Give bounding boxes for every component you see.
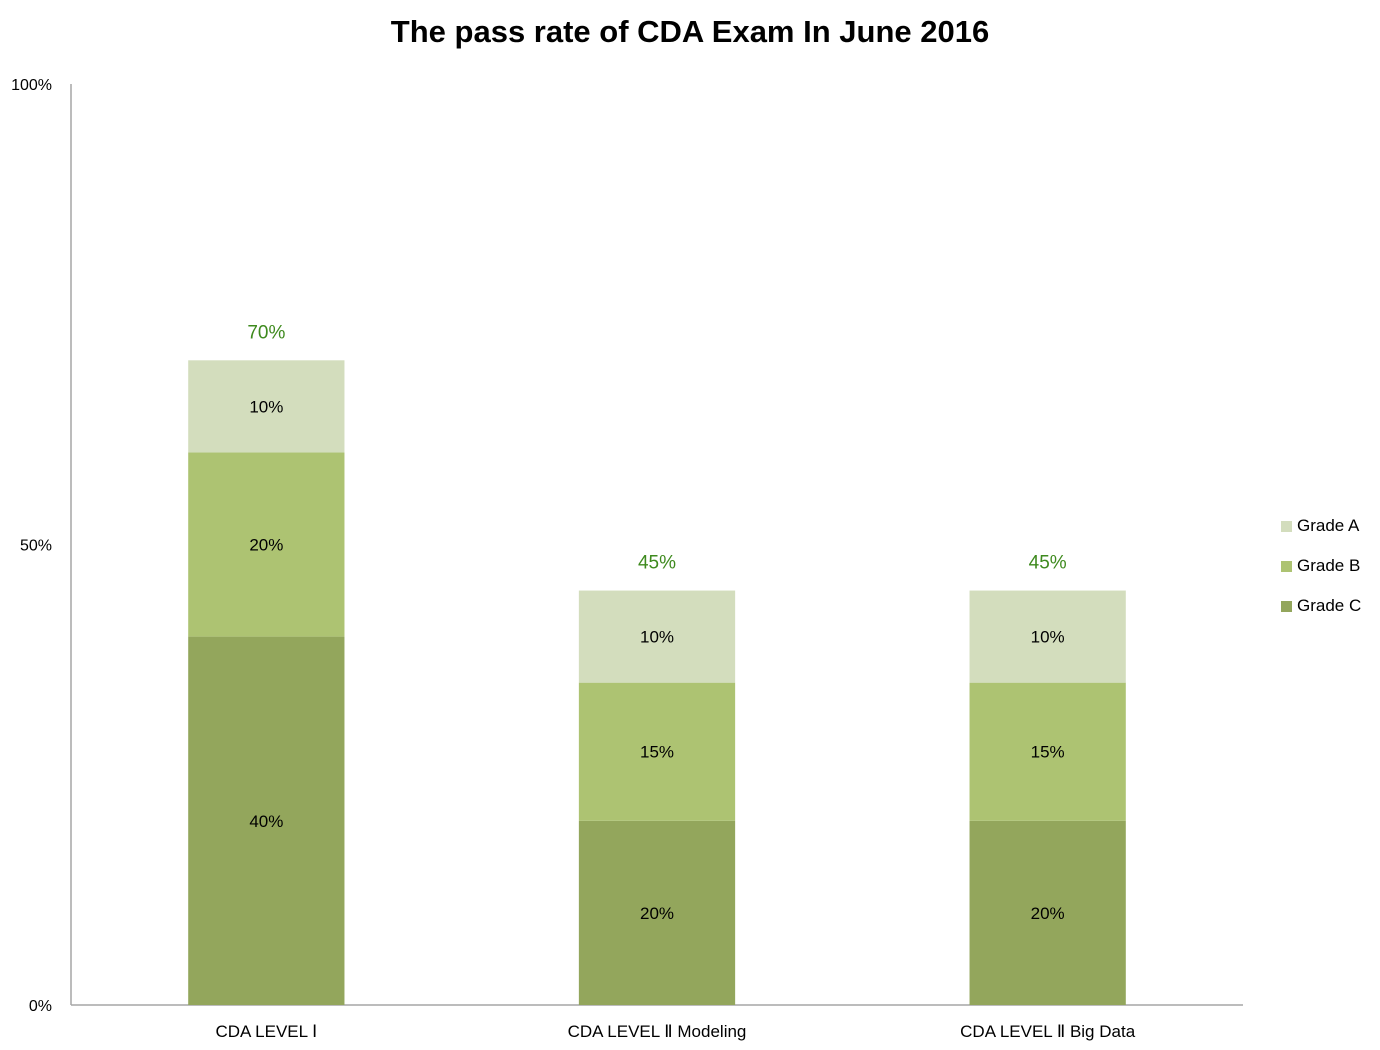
bars: 40% 20% 10% 70% 20% 15% 10% 45% 20% 15% 10% 45% [188, 322, 1126, 1005]
data-label-grade-c-2: 20% [640, 904, 674, 923]
total-label-3: 45% [1029, 553, 1067, 574]
bar-grade-c-3 [969, 820, 1126, 1005]
y-tick-label-50: 50% [20, 538, 52, 555]
legend-swatch-grade-b [1281, 560, 1292, 572]
data-label-grade-c-1: 40% [249, 812, 283, 831]
legend-label-grade-a: Grade A [1297, 516, 1360, 535]
legend-item-grade-b: Grade B [1281, 546, 1361, 586]
bar-grade-b-1 [188, 452, 345, 637]
total-label-1: 70% [247, 322, 285, 343]
legend-label-grade-c: Grade C [1297, 596, 1362, 615]
total-label-2: 45% [638, 553, 676, 574]
x-tick-label-1: CDA LEVEL Ⅰ [215, 1022, 317, 1041]
data-label-grade-c-3: 20% [1031, 904, 1065, 923]
bar-grade-a-3 [969, 590, 1126, 683]
data-label-grade-b-3: 15% [1031, 743, 1065, 762]
legend-swatch-grade-a [1281, 520, 1292, 532]
legend-swatch-grade-c [1281, 600, 1292, 612]
data-label-grade-b-1: 20% [249, 536, 283, 555]
legend: Grade A Grade B Grade C [1281, 506, 1361, 626]
bar-grade-a-1 [188, 360, 345, 453]
x-tick-label-2: CDA LEVEL Ⅱ Modeling [568, 1022, 747, 1041]
bar-grade-a-2 [578, 590, 736, 683]
y-tick-label-0: 0% [29, 998, 52, 1015]
legend-item-grade-c: Grade C [1281, 586, 1361, 626]
legend-item-grade-a: Grade A [1281, 506, 1361, 546]
bar-grade-c-2 [578, 820, 736, 1005]
legend-label-grade-b: Grade B [1297, 556, 1361, 575]
x-tick-label-3: CDA LEVEL Ⅱ Big Data [960, 1022, 1136, 1041]
data-label-grade-a-2: 10% [640, 628, 674, 647]
bar-grade-b-3 [969, 682, 1126, 821]
data-label-grade-b-2: 15% [640, 743, 674, 762]
data-label-grade-a-1: 10% [249, 397, 283, 416]
y-tick-labels: 0% 50% 100% [11, 77, 52, 1015]
x-tick-labels: CDA LEVEL Ⅰ CDA LEVEL Ⅱ Modeling CDA LEVEL… [215, 1022, 1135, 1041]
chart-title: The pass rate of CDA Exam In June 2016 [390, 14, 990, 49]
y-tick-label-100: 100% [11, 77, 52, 94]
bar-grade-c-1 [188, 636, 345, 1005]
bar-grade-b-2 [578, 682, 736, 821]
data-label-grade-a-3: 10% [1031, 628, 1065, 647]
